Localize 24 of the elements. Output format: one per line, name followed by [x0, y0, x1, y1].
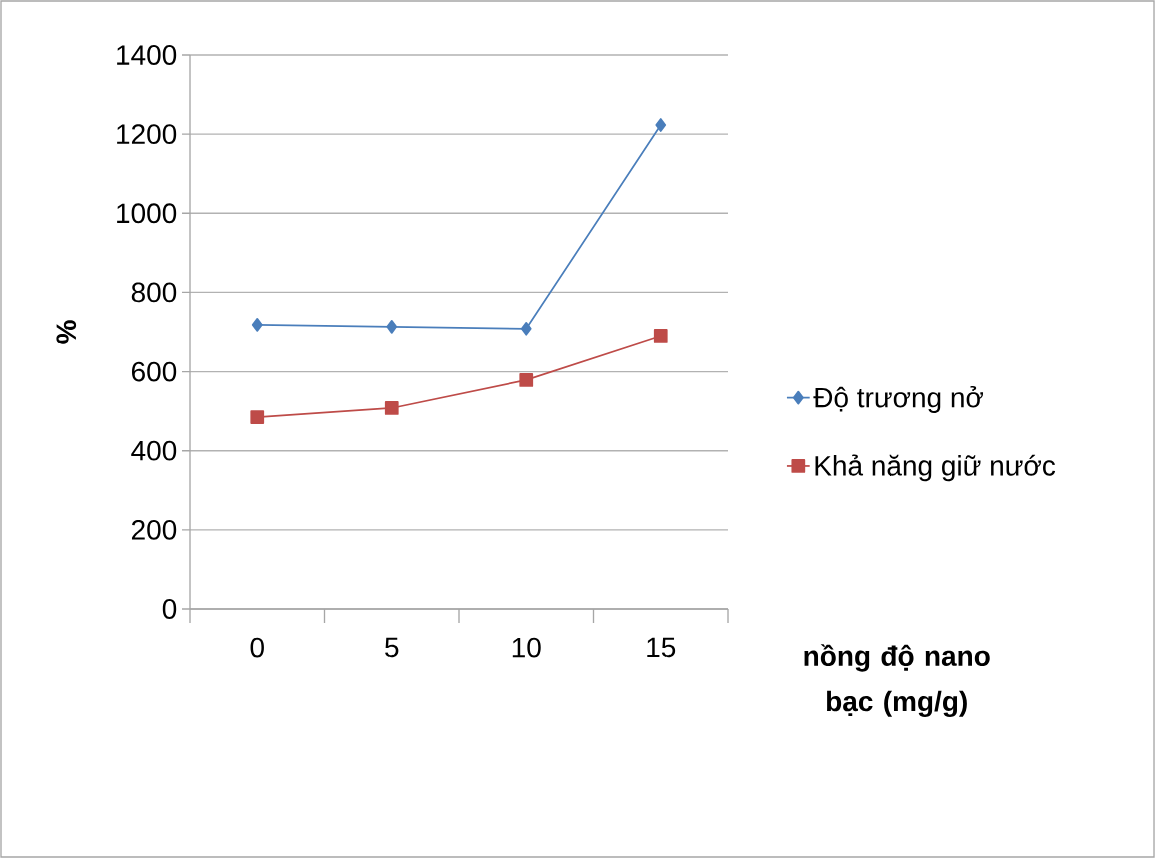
- point: [384, 401, 399, 415]
- point: [386, 319, 398, 334]
- y-tick-label: 0: [162, 599, 177, 619]
- y-axis-title: %: [56, 320, 77, 344]
- point: [250, 410, 265, 424]
- point: [653, 329, 668, 343]
- y-tick-label: 400: [131, 440, 177, 461]
- point: [519, 373, 534, 387]
- x-tick-label: 10: [512, 637, 541, 658]
- y-tick-label: 1400: [117, 45, 177, 65]
- legend-label: Khả năng giữ nước: [815, 454, 1056, 482]
- x-tick-label: 15: [647, 637, 676, 658]
- point: [251, 318, 263, 332]
- y-tick-label: 1200: [117, 124, 177, 145]
- x-axis-title: nồng độ nano bạc (mg/g): [804, 644, 990, 717]
- legend-label: Độ trương nở: [813, 386, 984, 414]
- x-tick-label: 5: [385, 637, 399, 658]
- y-tick-label: 800: [131, 282, 177, 303]
- y-tick-label: 1000: [117, 203, 177, 224]
- y-tick-label: 600: [132, 361, 177, 382]
- x-tick-label: 0: [250, 637, 264, 658]
- y-tick-label: 200: [131, 519, 177, 540]
- point: [655, 118, 667, 132]
- point: [520, 321, 532, 336]
